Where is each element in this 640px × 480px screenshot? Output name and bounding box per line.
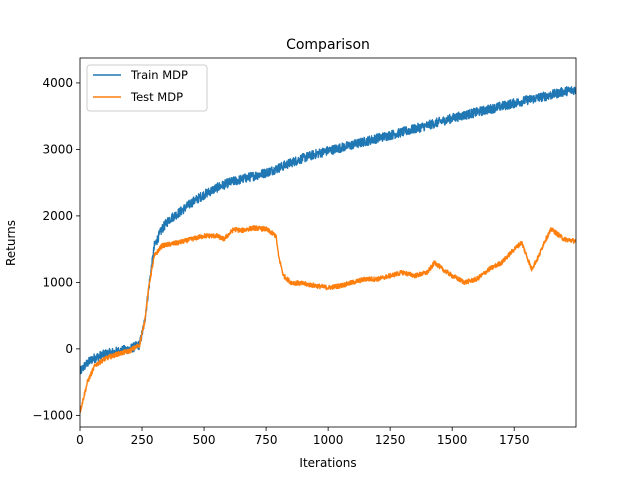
x-tick-label: 750 bbox=[255, 433, 278, 447]
y-tick-label: 3000 bbox=[42, 142, 73, 156]
x-tick-label: 250 bbox=[131, 433, 154, 447]
y-tick-label: 0 bbox=[65, 342, 73, 356]
y-axis-ticks: −1000 0 1000 2000 3000 4000 bbox=[32, 76, 80, 422]
x-tick-label: 1250 bbox=[375, 433, 406, 447]
x-tick-label: 1500 bbox=[437, 433, 468, 447]
y-tick-label: 1000 bbox=[42, 275, 73, 289]
x-tick-label: 1000 bbox=[313, 433, 344, 447]
chart-title: Comparison bbox=[286, 37, 370, 53]
x-axis-label: Iterations bbox=[299, 456, 356, 470]
x-tick-label: 500 bbox=[193, 433, 216, 447]
series-line bbox=[80, 86, 576, 375]
y-axis-label: Returns bbox=[4, 220, 18, 266]
x-tick-label: 1750 bbox=[499, 433, 530, 447]
plot-lines bbox=[80, 86, 576, 414]
y-tick-label: 2000 bbox=[42, 209, 73, 223]
legend-label-train: Train MDP bbox=[130, 68, 188, 82]
legend-box bbox=[86, 64, 208, 112]
legend-label-test: Test MDP bbox=[130, 90, 183, 104]
y-tick-label: −1000 bbox=[32, 408, 73, 422]
x-axis-ticks: 0 250 500 750 1000 1250 1500 1750 bbox=[76, 427, 529, 447]
series-line bbox=[80, 225, 576, 414]
y-tick-label: 4000 bbox=[42, 76, 73, 90]
legend: Train MDP Test MDP bbox=[86, 64, 208, 112]
x-tick-label: 0 bbox=[76, 433, 84, 447]
